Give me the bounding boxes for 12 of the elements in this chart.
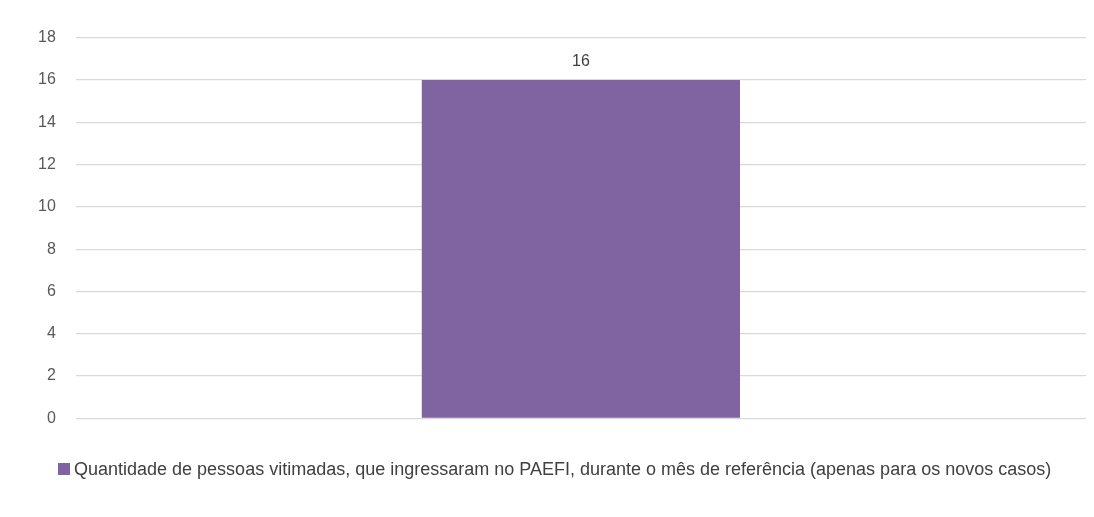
y-tick-label: 4 [46,324,56,342]
y-tick-label: 14 [38,112,56,130]
y-tick-label: 10 [38,197,56,215]
y-tick-label: 6 [46,281,56,299]
y-tick-label: 8 [46,239,56,257]
y-tick-label: 12 [38,154,56,172]
y-tick-label: 0 [46,408,56,426]
y-tick-label: 18 [38,28,56,46]
data-label: 16 [572,52,590,70]
y-tick-label: 16 [38,70,56,88]
legend-label: Quantidade de pessoas vitimadas, que ingressaram no PAEFI, durante o mês de referência (apenas para os novos casos) [74,459,1052,479]
y-tick-label: 2 [46,366,56,384]
